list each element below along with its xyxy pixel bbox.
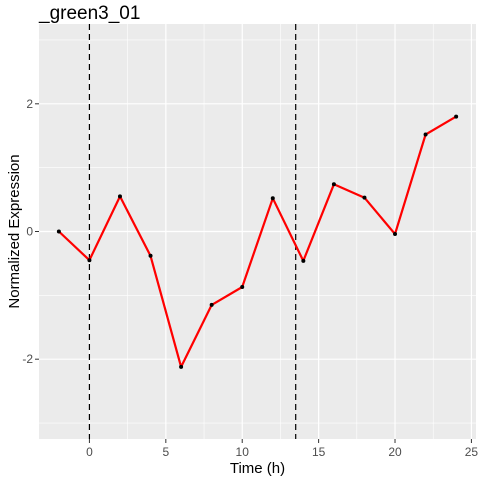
x-axis-title: Time (h) <box>230 460 285 477</box>
data-series <box>58 115 457 368</box>
x-tick-label: 5 <box>162 445 169 459</box>
data-point <box>240 285 245 290</box>
data-point <box>117 194 122 199</box>
data-point <box>87 258 92 263</box>
data-point <box>331 182 336 187</box>
data-point <box>56 229 61 234</box>
data-point <box>148 253 153 258</box>
chart-title: _green3_01 <box>38 3 140 24</box>
x-axis-ticks: 0 5 10 15 20 25 <box>86 439 478 459</box>
y-axis-title: Normalized Expression <box>6 154 23 308</box>
x-tick-label: 20 <box>388 445 402 459</box>
data-point <box>209 302 214 307</box>
data-point <box>362 195 367 200</box>
x-tick-label: 15 <box>312 445 326 459</box>
data-point <box>423 132 428 137</box>
y-axis-ticks: -2 0 2 <box>22 97 39 366</box>
x-tick-label: 10 <box>236 445 250 459</box>
y-tick-label: -2 <box>22 352 33 366</box>
data-point <box>454 114 459 119</box>
data-point <box>270 196 275 201</box>
data-point <box>393 232 398 237</box>
y-tick-label: 2 <box>26 97 33 111</box>
data-point <box>301 258 306 263</box>
x-tick-label: 25 <box>465 445 479 459</box>
reference-lines <box>88 24 297 439</box>
data-point <box>179 364 184 369</box>
series-line <box>58 115 457 368</box>
x-tick-label: 0 <box>86 445 93 459</box>
data-points <box>56 114 459 369</box>
y-tick-label: 0 <box>26 225 33 239</box>
